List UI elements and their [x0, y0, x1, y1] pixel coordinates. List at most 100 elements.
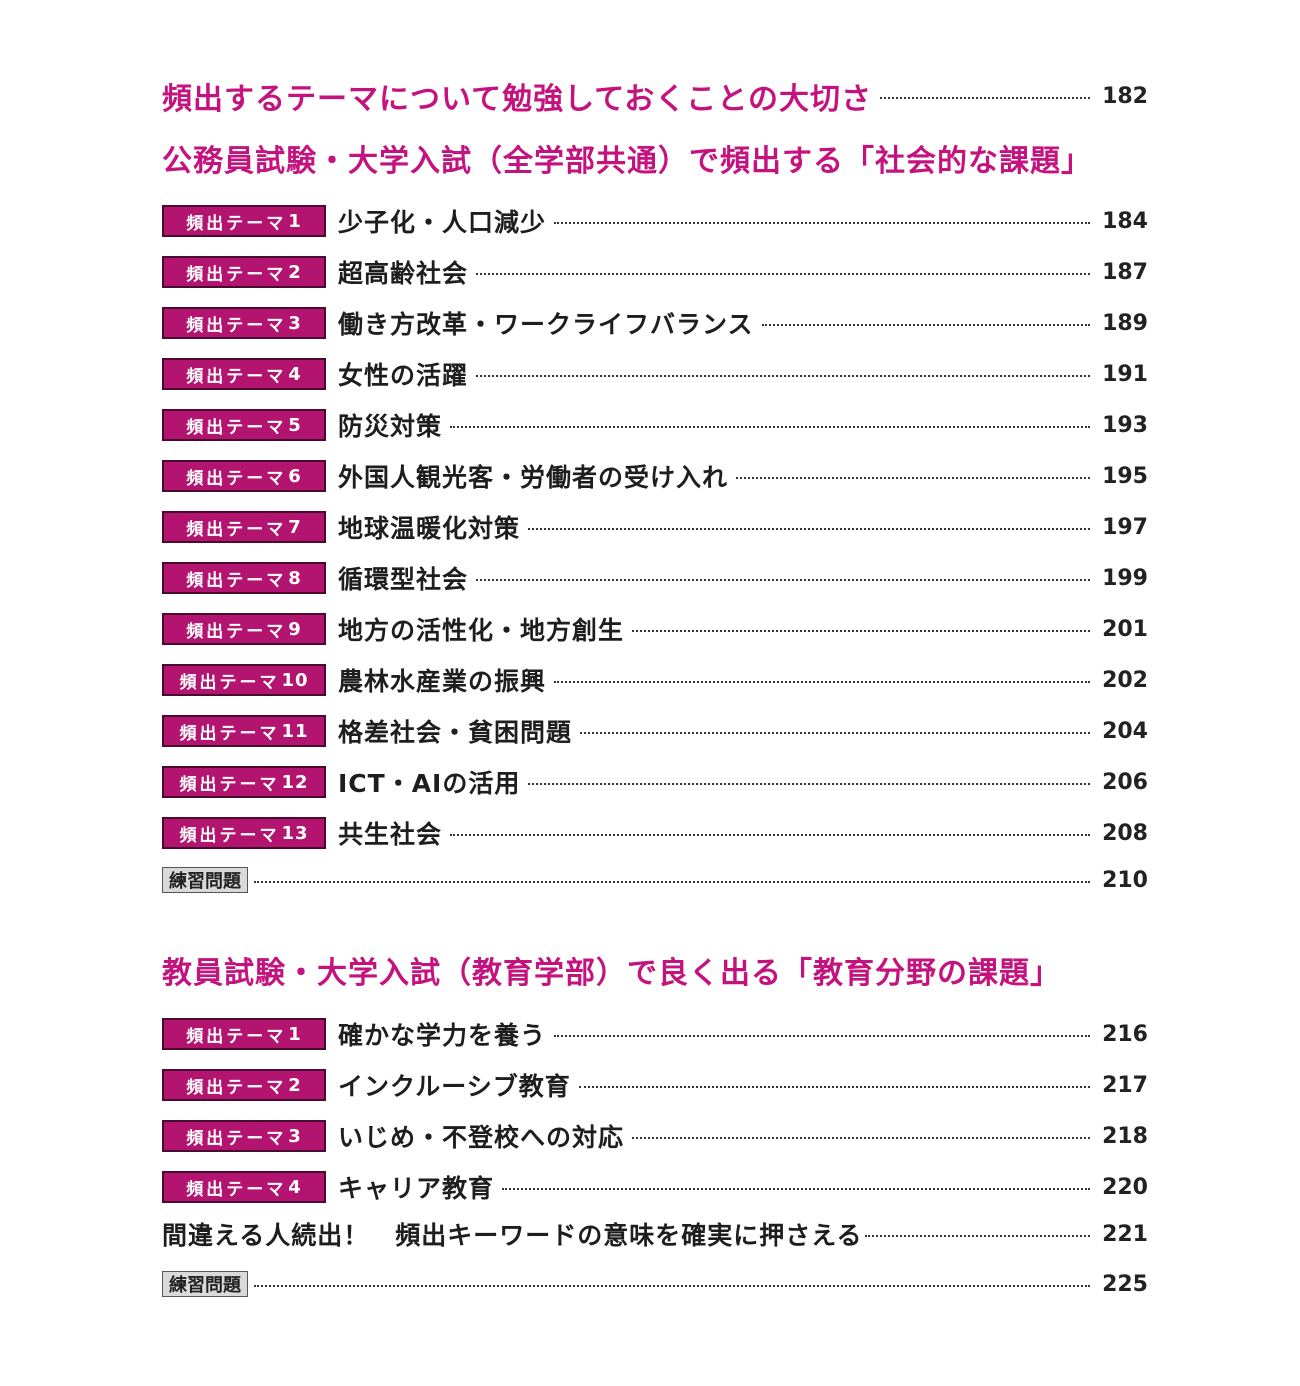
toc-entry[interactable]: 頻出テーマ 7 地球温暖化対策 197 [162, 509, 1148, 545]
page-number: 225 [1102, 1271, 1148, 1297]
dot-leader [761, 324, 1091, 326]
entry-label: 地球温暖化対策 [338, 514, 521, 543]
section2-heading: 教員試験・大学入試（教育学部）で良く出る「教育分野の課題」 [162, 956, 1061, 991]
intro-entry[interactable]: 頻出するテーマについて勉強しておくことの大切さ 182 [162, 76, 1148, 117]
page-number: 204 [1102, 718, 1148, 744]
page-number: 189 [1102, 310, 1148, 336]
page-number: 221 [1102, 1221, 1148, 1247]
page-number: 187 [1102, 259, 1148, 285]
section1-heading: 公務員試験・大学入試（全学部共通）で頻出する「社会的な課題」 [162, 144, 1092, 179]
toc-entry[interactable]: 頻出テーマ 4 女性の活躍 191 [162, 356, 1148, 392]
dot-leader [554, 222, 1091, 224]
theme-badge: 頻出テーマ 2 [162, 1069, 326, 1101]
entry-label: 外国人観光客・労働者の受け入れ [338, 463, 729, 492]
dot-leader [450, 834, 1091, 836]
toc-entry[interactable]: 頻出テーマ 13 共生社会 208 [162, 815, 1148, 851]
page-number: 218 [1102, 1123, 1148, 1149]
theme-badge: 頻出テーマ 6 [162, 460, 326, 492]
entry-label: 確かな学力を養う [338, 1021, 547, 1050]
entry-label: 女性の活躍 [338, 361, 469, 390]
dot-leader [450, 426, 1091, 428]
page-number: 201 [1102, 616, 1148, 642]
toc-entry[interactable]: 頻出テーマ 6 外国人観光客・労働者の受け入れ 195 [162, 458, 1148, 494]
dot-leader [476, 375, 1091, 377]
entry-label: 超高齢社会 [338, 259, 469, 288]
page-number: 217 [1102, 1072, 1148, 1098]
practice-badge: 練習問題 [162, 1271, 248, 1297]
toc-entry[interactable]: 頻出テーマ 1 確かな学力を養う 216 [162, 1016, 1148, 1052]
dot-leader [254, 881, 1091, 883]
toc-entry[interactable]: 頻出テーマ 2 インクルーシブ教育 217 [162, 1067, 1148, 1103]
entry-label: いじめ・不登校への対応 [338, 1123, 625, 1152]
page-number: 220 [1102, 1174, 1148, 1200]
page-number: 195 [1102, 463, 1148, 489]
page-number: 206 [1102, 769, 1148, 795]
page-number: 202 [1102, 667, 1148, 693]
theme-badge: 頻出テーマ 2 [162, 256, 326, 288]
theme-badge: 頻出テーマ 11 [162, 715, 326, 747]
entry-label: 共生社会 [338, 820, 443, 849]
toc-entry[interactable]: 頻出テーマ 3 いじめ・不登校への対応 218 [162, 1118, 1148, 1154]
toc-entry[interactable]: 頻出テーマ 1 少子化・人口減少 184 [162, 203, 1148, 239]
entry-label: インクルーシブ教育 [338, 1072, 571, 1101]
toc-entry[interactable]: 頻出テーマ 10 農林水産業の振興 202 [162, 662, 1148, 698]
toc-entry[interactable]: 頻出テーマ 12 ICT・AIの活用 206 [162, 764, 1148, 800]
entry-label: 循環型社会 [338, 565, 469, 594]
theme-badge: 頻出テーマ 10 [162, 664, 326, 696]
theme-badge: 頻出テーマ 1 [162, 205, 326, 237]
toc-entry[interactable]: 頻出テーマ 9 地方の活性化・地方創生 201 [162, 611, 1148, 647]
entry-label: キャリア教育 [338, 1174, 495, 1203]
dot-leader [580, 732, 1091, 734]
theme-badge: 頻出テーマ 1 [162, 1018, 326, 1050]
theme-badge: 頻出テーマ 3 [162, 1120, 326, 1152]
entry-label: 働き方改革・ワークライフバランス [338, 310, 754, 339]
theme-badge: 頻出テーマ 4 [162, 358, 326, 390]
theme-badge: 頻出テーマ 7 [162, 511, 326, 543]
practice-entry[interactable]: 練習問題 210 [162, 867, 1148, 893]
entry-label: 防災対策 [338, 412, 443, 441]
practice-badge: 練習問題 [162, 867, 248, 893]
practice-entry[interactable]: 練習問題 225 [162, 1271, 1148, 1297]
keywords-label: 間違える人続出！ 頻出キーワードの意味を確実に押さえる [162, 1221, 863, 1250]
theme-badge: 頻出テーマ 4 [162, 1171, 326, 1203]
page-number: 191 [1102, 361, 1148, 387]
theme-badge: 頻出テーマ 3 [162, 307, 326, 339]
entry-label: 農林水産業の振興 [338, 667, 547, 696]
theme-badge: 頻出テーマ 8 [162, 562, 326, 594]
dot-leader [254, 1285, 1091, 1287]
theme-badge: 頻出テーマ 12 [162, 766, 326, 798]
dot-leader [880, 97, 1091, 99]
entry-label: 少子化・人口減少 [338, 208, 547, 237]
dot-leader [578, 1086, 1091, 1088]
dot-leader [502, 1188, 1091, 1190]
toc-entry[interactable]: 頻出テーマ 8 循環型社会 199 [162, 560, 1148, 596]
dot-leader [476, 273, 1091, 275]
dot-leader [528, 783, 1091, 785]
page-number: 210 [1102, 867, 1148, 893]
dot-leader [528, 528, 1091, 530]
toc-entry[interactable]: 頻出テーマ 3 働き方改革・ワークライフバランス 189 [162, 305, 1148, 341]
entry-label: ICT・AIの活用 [338, 769, 521, 798]
dot-leader [476, 579, 1091, 581]
dot-leader [632, 630, 1091, 632]
keywords-entry[interactable]: 間違える人続出！ 頻出キーワードの意味を確実に押さえる 221 [162, 1216, 1148, 1252]
page-number: 208 [1102, 820, 1148, 846]
dot-leader [554, 1035, 1091, 1037]
page-number: 182 [1102, 83, 1148, 109]
toc-entry[interactable]: 頻出テーマ 4 キャリア教育 220 [162, 1169, 1148, 1205]
dot-leader [632, 1137, 1091, 1139]
entry-label: 格差社会・貧困問題 [338, 718, 573, 747]
page-number: 197 [1102, 514, 1148, 540]
entry-label: 地方の活性化・地方創生 [338, 616, 625, 645]
dot-leader [736, 477, 1091, 479]
toc-entry[interactable]: 頻出テーマ 5 防災対策 193 [162, 407, 1148, 443]
page-number: 184 [1102, 208, 1148, 234]
toc-entry[interactable]: 頻出テーマ 11 格差社会・貧困問題 204 [162, 713, 1148, 749]
dot-leader [864, 1235, 1091, 1237]
toc-entry[interactable]: 頻出テーマ 2 超高齢社会 187 [162, 254, 1148, 290]
theme-badge: 頻出テーマ 13 [162, 817, 326, 849]
page-number: 193 [1102, 412, 1148, 438]
page-number: 216 [1102, 1021, 1148, 1047]
theme-badge: 頻出テーマ 9 [162, 613, 326, 645]
